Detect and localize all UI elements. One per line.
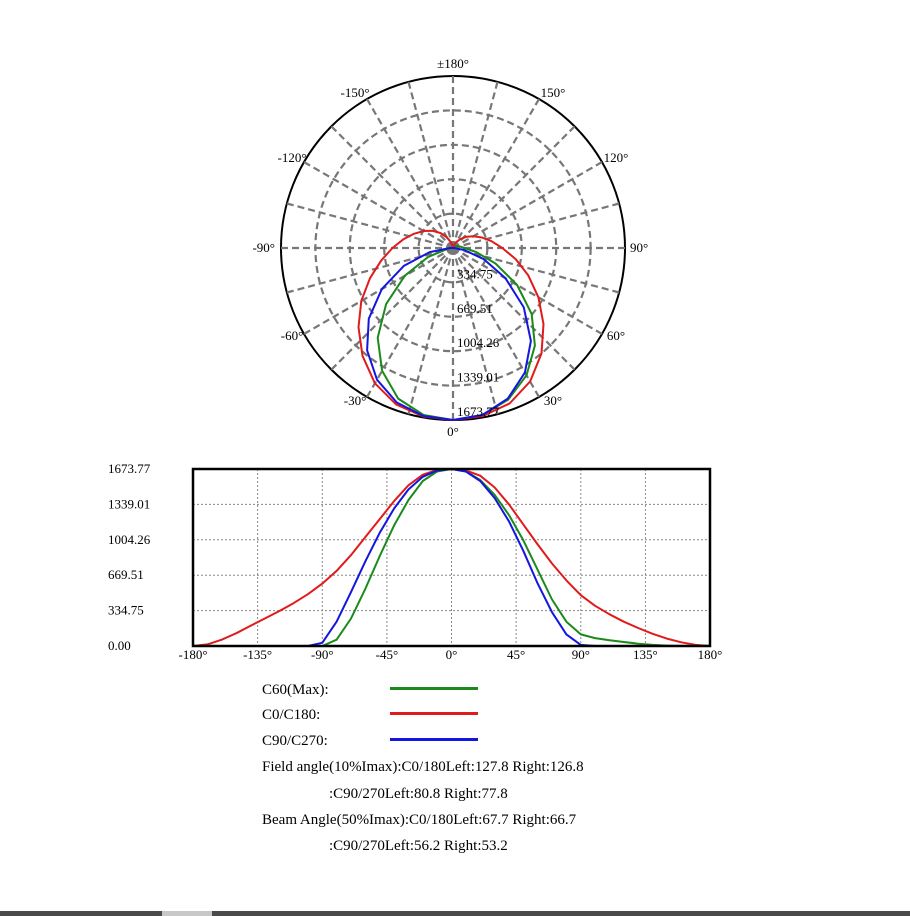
legend-line-c60	[390, 687, 478, 690]
legend-label-c90-c270: C90/C270:	[262, 733, 328, 749]
cart-y-tick-label: 1339.01	[108, 496, 150, 511]
polar-angle-label: -120°	[277, 150, 306, 165]
polar-angle-label: 120°	[604, 150, 629, 165]
polar-grid-spoke	[303, 247, 454, 335]
cart-y-tick-label: 1673.77	[108, 461, 151, 476]
cart-x-tick-label: -45°	[376, 647, 399, 662]
polar-angle-label: -60°	[281, 328, 304, 343]
polar-grid-spoke	[452, 247, 576, 371]
polar-angle-label: -90°	[252, 240, 275, 255]
cart-x-tick-label: 135°	[633, 647, 658, 662]
cartesian-chart: 0.00 334.75 669.51 1004.26 1339.01 1673.77 -18…	[108, 461, 723, 662]
legend-line-c90-c270	[390, 738, 478, 741]
bottom-bar	[0, 911, 910, 916]
polar-grid-spoke	[452, 247, 603, 335]
polar-grid-spoke	[330, 247, 454, 371]
polar-radial-label: 1004.26	[457, 335, 500, 350]
polar-grid-spoke	[452, 161, 603, 249]
polar-radial-label: 1339.01	[457, 370, 499, 385]
polar-radial-label: 669.51	[457, 301, 493, 316]
cart-x-tick-label: 45°	[507, 647, 525, 662]
cart-y-tick-label: 334.75	[108, 603, 144, 618]
cart-y-tick-label: 1004.26	[108, 532, 151, 547]
legend-label-c0-c180: C0/C180:	[262, 707, 321, 723]
polar-angle-label: 60°	[607, 328, 625, 343]
cart-x-tick-label: -90°	[311, 647, 334, 662]
cart-x-tick-label: 0°	[446, 647, 458, 662]
polar-angle-label: ±180°	[437, 56, 469, 71]
cart-x-tick-label: 90°	[572, 647, 590, 662]
cart-x-tick-label: -135°	[243, 647, 272, 662]
polar-grid-spoke	[407, 81, 455, 249]
beam-angle-line-1: Beam Angle(50%Imax):C0/180Left:67.7 Righ…	[262, 812, 577, 828]
polar-curve-c60-max	[376, 245, 536, 421]
polar-grid-spoke	[451, 81, 499, 249]
cart-x-tick-label: -180°	[178, 647, 207, 662]
polar-grid-spoke	[451, 247, 499, 415]
polar-angle-label: 150°	[541, 85, 566, 100]
polar-grid-spoke	[366, 247, 454, 398]
legend-line-c0-c180	[390, 712, 478, 715]
legend-label-c60: C60(Max):	[262, 682, 329, 698]
cart-x-tick-label: 180°	[698, 647, 723, 662]
polar-grid-spoke	[286, 202, 454, 250]
polar-radial-label: 1673.77	[457, 404, 500, 419]
field-angle-line-2: :C90/270Left:80.8 Right:77.8	[329, 786, 508, 802]
polar-grid-spoke	[330, 125, 454, 249]
polar-grid-spoke	[303, 161, 454, 249]
polar-angle-label: 0°	[447, 424, 459, 439]
cart-y-tick-label: 0.00	[108, 638, 131, 653]
polar-grid-spoke	[407, 247, 455, 415]
polar-grid-spoke	[366, 98, 454, 249]
polar-angle-label: 90°	[630, 240, 648, 255]
polar-angle-label: 30°	[544, 393, 562, 408]
field-angle-line-1: Field angle(10%Imax):C0/180Left:127.8 Ri…	[262, 759, 584, 775]
beam-angle-line-2: :C90/270Left:56.2 Right:53.2	[329, 838, 508, 854]
polar-angle-label: -150°	[340, 85, 369, 100]
polar-angle-label: -30°	[344, 393, 367, 408]
polar-chart: 334.75 669.51 1004.26 1339.01 1673.77 ±180° 15…	[252, 56, 648, 439]
polar-grid-spoke	[452, 125, 576, 249]
polar-grid-spoke	[452, 98, 540, 249]
polar-radial-label: 334.75	[457, 266, 493, 281]
cart-frame	[191, 467, 712, 648]
cart-y-tick-label: 669.51	[108, 567, 144, 582]
polar-grid-spoke	[452, 202, 620, 250]
polar-curve-c90-c270	[366, 247, 532, 421]
